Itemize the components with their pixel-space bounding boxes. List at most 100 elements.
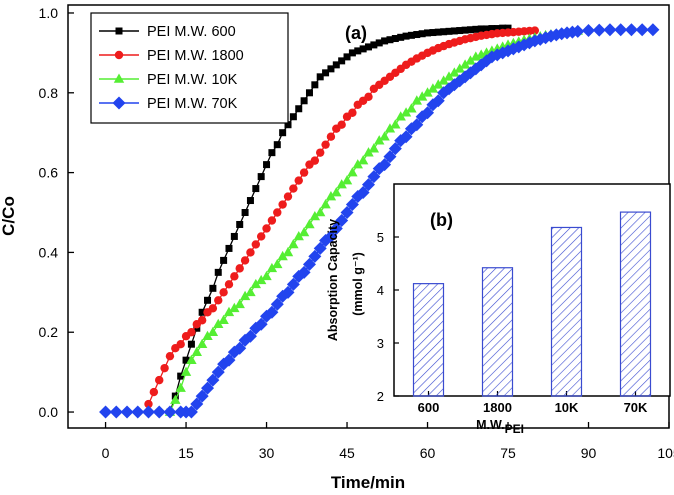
y-tick-label: 0.4 bbox=[39, 244, 59, 260]
data-point bbox=[197, 316, 207, 325]
data-point bbox=[386, 36, 394, 44]
data-point bbox=[281, 285, 295, 299]
data-point bbox=[433, 79, 444, 89]
data-point bbox=[310, 156, 320, 165]
inset-bar bbox=[481, 267, 514, 397]
data-point bbox=[141, 405, 155, 419]
data-point bbox=[219, 288, 228, 297]
y-tick-label: 1.0 bbox=[39, 5, 59, 21]
data-point bbox=[422, 87, 433, 97]
data-point bbox=[222, 353, 236, 367]
data-point bbox=[286, 277, 300, 291]
data-point bbox=[273, 141, 281, 149]
data-point bbox=[315, 207, 326, 217]
data-point bbox=[265, 305, 279, 319]
legend: PEI M.W. 600 PEI M.W. 1800 PEI M.W. 10K PEI… bbox=[90, 12, 289, 124]
legend-label: PEI M.W. 10K bbox=[147, 72, 238, 88]
data-point bbox=[184, 405, 198, 419]
data-point bbox=[327, 65, 335, 73]
data-point bbox=[582, 24, 596, 38]
legend-label: PEI M.W. 70K bbox=[147, 96, 238, 112]
data-point bbox=[413, 31, 421, 39]
inset-x-axis-title: M.W.PEI bbox=[476, 418, 524, 436]
data-point bbox=[454, 63, 465, 73]
data-point bbox=[418, 30, 426, 38]
data-point bbox=[340, 206, 354, 220]
data-point bbox=[196, 338, 208, 348]
data-point bbox=[288, 238, 299, 249]
inset-y-axis-units: (mmol g⁻¹) bbox=[351, 252, 365, 316]
inset-x-axis-title-main: M.W. bbox=[476, 418, 504, 432]
data-point bbox=[302, 257, 316, 271]
data-point bbox=[202, 330, 213, 341]
data-point bbox=[160, 363, 169, 373]
data-point bbox=[305, 89, 313, 97]
data-point bbox=[466, 26, 474, 34]
legend-marker bbox=[113, 73, 125, 83]
data-point bbox=[209, 284, 217, 292]
x-tick-label: 90 bbox=[581, 445, 597, 461]
main-axes: 01530456075901050.00.20.40.60.81.0 bbox=[39, 5, 674, 461]
data-point bbox=[378, 158, 392, 172]
data-point bbox=[245, 286, 256, 297]
legend-label: PEI M.W. 600 bbox=[147, 24, 236, 40]
data-point bbox=[501, 44, 515, 58]
data-point bbox=[218, 314, 229, 325]
data-point bbox=[289, 113, 297, 121]
data-point bbox=[427, 83, 439, 93]
data-point bbox=[421, 106, 435, 120]
legend-marker bbox=[115, 27, 123, 35]
data-point bbox=[410, 118, 424, 132]
data-point bbox=[429, 29, 437, 37]
data-point bbox=[341, 175, 353, 185]
data-point bbox=[461, 26, 469, 34]
data-point bbox=[488, 25, 496, 33]
inset-y-tick-label: 4 bbox=[377, 283, 384, 298]
data-point bbox=[225, 244, 233, 252]
data-point bbox=[279, 129, 287, 137]
data-point bbox=[347, 167, 358, 177]
data-point bbox=[477, 25, 485, 33]
data-point bbox=[337, 120, 346, 129]
data-point bbox=[399, 130, 413, 144]
data-point bbox=[445, 27, 453, 35]
data-point bbox=[411, 95, 422, 105]
data-point bbox=[357, 155, 369, 165]
data-point bbox=[163, 405, 177, 419]
data-point bbox=[321, 140, 330, 149]
data-point bbox=[198, 308, 206, 316]
data-point bbox=[407, 31, 415, 39]
legend-label: PEI M.W. 1800 bbox=[147, 48, 244, 64]
data-point bbox=[255, 274, 267, 285]
data-point bbox=[268, 149, 276, 157]
inset-bar bbox=[619, 211, 652, 397]
data-point bbox=[213, 318, 224, 329]
data-point bbox=[257, 173, 265, 181]
data-point bbox=[450, 27, 458, 35]
data-point bbox=[155, 375, 164, 385]
data-point bbox=[165, 351, 175, 361]
data-point bbox=[345, 198, 359, 212]
inset-axes: 2 3 4 5 600 1800 10K 70K bbox=[377, 230, 648, 415]
data-point bbox=[465, 55, 476, 65]
data-point bbox=[270, 297, 284, 311]
data-point bbox=[354, 47, 362, 55]
data-point bbox=[348, 108, 357, 117]
data-point bbox=[240, 256, 250, 265]
data-point bbox=[459, 59, 471, 69]
data-point bbox=[187, 328, 196, 337]
data-point bbox=[246, 248, 255, 257]
data-point bbox=[646, 23, 660, 37]
data-point bbox=[229, 302, 240, 313]
data-point bbox=[293, 230, 304, 241]
data-point bbox=[278, 200, 287, 209]
data-point bbox=[370, 41, 378, 49]
data-point bbox=[326, 132, 336, 141]
data-point bbox=[170, 394, 181, 404]
data-point bbox=[191, 346, 202, 356]
data-point bbox=[368, 143, 380, 153]
x-tick-label: 0 bbox=[102, 445, 110, 461]
data-point bbox=[443, 71, 455, 81]
data-point bbox=[614, 23, 628, 37]
data-point bbox=[356, 186, 370, 200]
